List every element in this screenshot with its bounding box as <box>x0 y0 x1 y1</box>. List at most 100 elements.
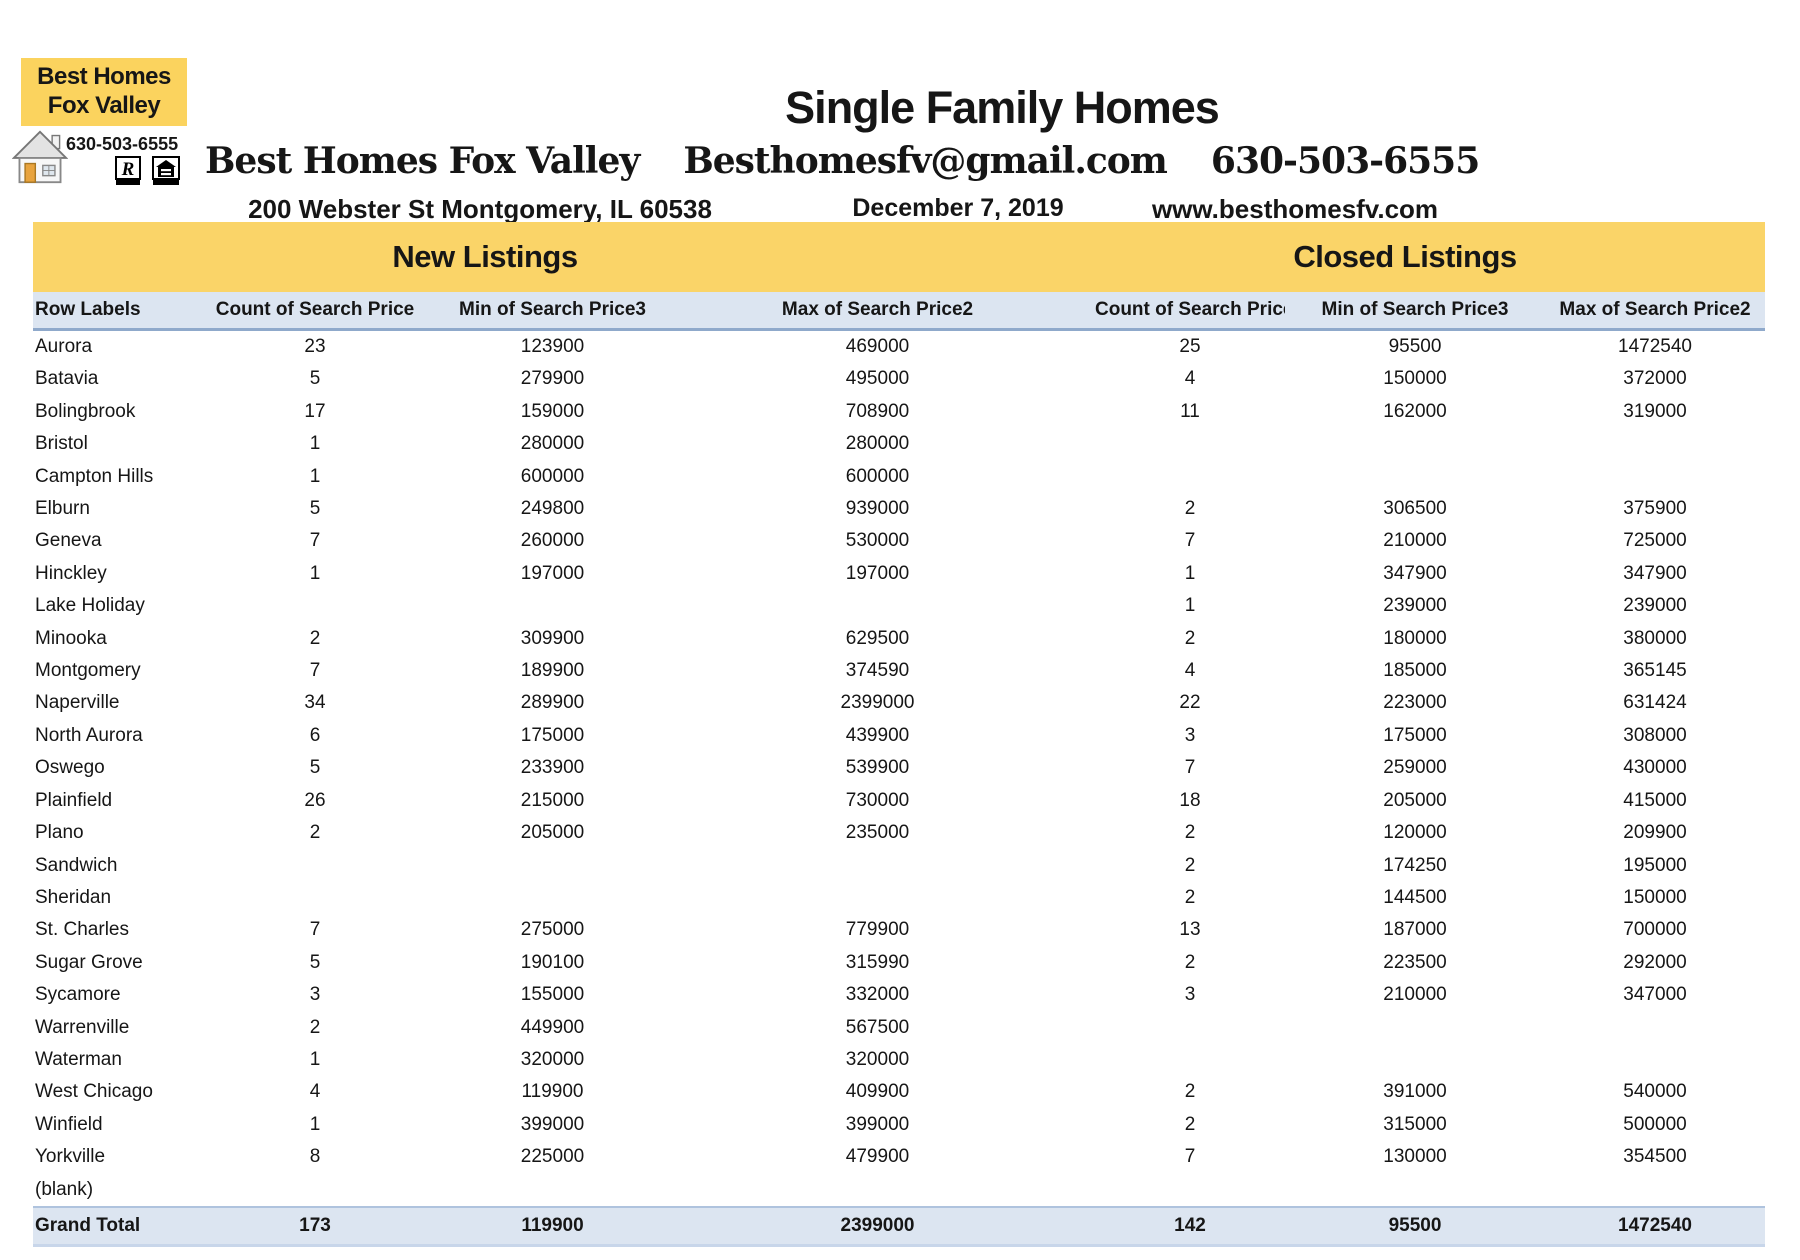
table-row: Plainfield 26 215000 730000 18 205000 41… <box>33 785 1765 817</box>
table-row: Plano 2 205000 235000 2 120000 209900 <box>33 817 1765 849</box>
new-max-cell <box>660 882 1095 914</box>
new-min-cell: 309900 <box>520 627 585 649</box>
new-min-cell: 175000 <box>520 724 585 746</box>
new-min-cell <box>445 590 660 622</box>
table-row: Geneva 7 260000 530000 7 210000 725000 <box>33 525 1765 557</box>
closed-max-cell <box>1545 1044 1765 1076</box>
table-body: Aurora 23 123900 469000 25 95500 1472540… <box>33 331 1765 1206</box>
table-row: Hinckley 1 197000 197000 1 347900 347900 <box>33 558 1765 590</box>
closed-min-cell: 239000 <box>1383 595 1447 617</box>
table-row: (blank) <box>33 1174 1765 1206</box>
new-min-cell: 155000 <box>520 984 585 1006</box>
table-row: Aurora 23 123900 469000 25 95500 1472540 <box>33 331 1765 363</box>
closed-max-cell: 700000 <box>1623 919 1687 941</box>
new-min-cell: 279900 <box>520 368 585 390</box>
closed-count-cell: 13 <box>1179 919 1201 941</box>
table-row: St. Charles 7 275000 779900 13 187000 70… <box>33 914 1765 946</box>
closed-max-cell: 209900 <box>1623 822 1687 844</box>
closed-max-cell: 631424 <box>1623 692 1687 714</box>
new-count-cell: 5 <box>309 951 321 973</box>
closed-min-cell: 144500 <box>1383 886 1447 908</box>
new-count-cell: 7 <box>309 530 321 552</box>
row-label-cell: Bristol <box>35 433 88 455</box>
closed-count-cell: 2 <box>1184 1113 1196 1135</box>
row-label-cell: Naperville <box>35 692 120 714</box>
closed-min-cell <box>1285 1012 1545 1044</box>
closed-count-cell <box>1095 1044 1285 1076</box>
new-count-cell <box>185 590 445 622</box>
new-count-cell: 5 <box>309 757 321 779</box>
closed-count-cell: 2 <box>1184 886 1196 908</box>
closed-min-cell: 185000 <box>1383 660 1447 682</box>
new-max-cell: 708900 <box>845 400 910 422</box>
closed-min-cell: 223000 <box>1383 692 1447 714</box>
brand-email: Besthomesfv@gmail.com <box>683 140 1168 182</box>
closed-count-cell: 18 <box>1179 789 1201 811</box>
table-row: Sheridan 2 144500 150000 <box>33 882 1765 914</box>
new-min-cell: 600000 <box>520 465 585 487</box>
row-label-cell: Sandwich <box>35 854 118 876</box>
new-max-cell: 315990 <box>845 951 910 973</box>
new-max-cell: 939000 <box>845 498 910 520</box>
equal-housing-icon <box>152 156 180 191</box>
table-row: Batavia 5 279900 495000 4 150000 372000 <box>33 363 1765 395</box>
new-min-cell: 197000 <box>520 562 585 584</box>
table-row: Naperville 34 289900 2399000 22 223000 6… <box>33 687 1765 719</box>
new-min-cell: 159000 <box>520 400 585 422</box>
new-count-cell: 7 <box>309 660 321 682</box>
closed-max-cell <box>1545 428 1765 460</box>
new-max-cell: 629500 <box>845 627 910 649</box>
closed-max-cell: 308000 <box>1623 724 1687 746</box>
logo-line2: Fox Valley <box>47 92 161 119</box>
closed-count-cell: 4 <box>1184 368 1196 390</box>
new-max-cell: 280000 <box>845 433 910 455</box>
new-max-cell: 197000 <box>845 562 910 584</box>
new-count-cell: 2 <box>309 627 321 649</box>
table-row: Sandwich 2 174250 195000 <box>33 850 1765 882</box>
closed-count-cell: 25 <box>1179 336 1201 357</box>
row-label-cell: Yorkville <box>35 1146 106 1168</box>
closed-count-cell: 2 <box>1184 498 1196 520</box>
row-label-cell: Batavia <box>35 368 99 390</box>
closed-max-cell: 239000 <box>1623 595 1687 617</box>
closed-min-cell: 259000 <box>1383 757 1447 779</box>
closed-count-cell <box>1095 1174 1285 1206</box>
table-row: Waterman 1 320000 320000 <box>33 1044 1765 1076</box>
row-label-cell: Waterman <box>35 1048 122 1070</box>
new-max-cell: 469000 <box>845 336 910 357</box>
brand-line: Best Homes Fox Valley Besthomesfv@gmail.… <box>205 140 1480 182</box>
closed-count-cell: 7 <box>1184 757 1196 779</box>
column-header-new-max: Max of Search Price2 <box>781 299 974 320</box>
section-banner: New Listings Closed Listings <box>33 222 1765 292</box>
new-min-cell: 320000 <box>520 1048 585 1070</box>
row-label-cell: Lake Holiday <box>35 595 145 617</box>
row-label-cell: Bolingbrook <box>35 400 136 422</box>
closed-min-cell: 162000 <box>1383 400 1447 422</box>
table-row: Elburn 5 249800 939000 2 306500 375900 <box>33 493 1765 525</box>
row-label-cell: St. Charles <box>35 919 129 941</box>
table-row: Bristol 1 280000 280000 <box>33 428 1765 460</box>
closed-count-cell: 11 <box>1180 400 1200 422</box>
row-label-cell: West Chicago <box>35 1081 153 1103</box>
table-row: Yorkville 8 225000 479900 7 130000 35450… <box>33 1141 1765 1173</box>
table-row: Winfield 1 399000 399000 2 315000 500000 <box>33 1109 1765 1141</box>
row-label-cell: Geneva <box>35 530 102 552</box>
closed-max-cell: 725000 <box>1623 530 1687 552</box>
table-row: Sugar Grove 5 190100 315990 2 223500 292… <box>33 947 1765 979</box>
new-min-cell: 205000 <box>520 822 585 844</box>
new-count-cell: 26 <box>304 789 326 811</box>
new-min-cell <box>445 850 660 882</box>
realtor-icon: R <box>115 156 141 191</box>
row-label-cell: Campton Hills <box>35 465 154 487</box>
closed-min-cell: 205000 <box>1383 789 1447 811</box>
grand-total-closed-count: 142 <box>1174 1214 1206 1236</box>
closed-max-cell: 347000 <box>1623 984 1687 1006</box>
row-label-cell: North Aurora <box>35 724 143 746</box>
new-max-cell: 567500 <box>845 1016 910 1038</box>
new-count-cell: 17 <box>304 400 326 422</box>
office-address: 200 Webster St Montgomery, IL 60538 <box>248 194 712 224</box>
new-min-cell: 233900 <box>520 757 585 779</box>
closed-count-cell: 2 <box>1184 822 1196 844</box>
new-max-cell: 539900 <box>845 757 910 779</box>
new-max-cell <box>660 850 1095 882</box>
